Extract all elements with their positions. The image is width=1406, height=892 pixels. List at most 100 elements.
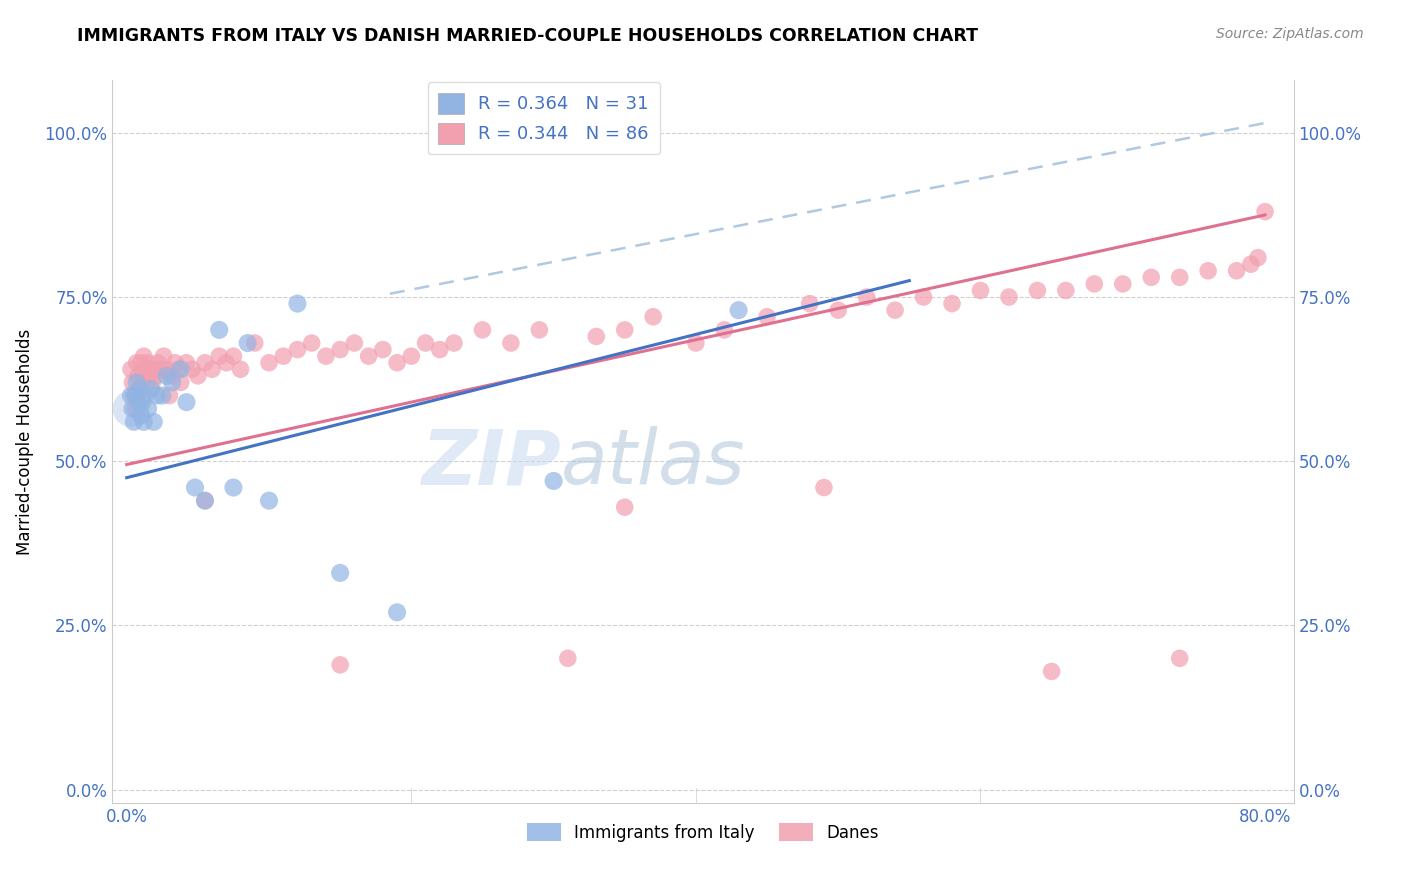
Point bbox=[557, 651, 579, 665]
Point bbox=[315, 349, 337, 363]
Point bbox=[884, 303, 907, 318]
Point bbox=[145, 368, 167, 383]
Point bbox=[855, 290, 877, 304]
Text: atlas: atlas bbox=[561, 426, 745, 500]
Point bbox=[969, 284, 991, 298]
Point bbox=[157, 388, 180, 402]
Point bbox=[121, 401, 143, 416]
Point bbox=[125, 356, 148, 370]
Point bbox=[827, 303, 849, 318]
Point bbox=[128, 382, 150, 396]
Point bbox=[142, 415, 165, 429]
Point bbox=[257, 356, 280, 370]
Point bbox=[727, 303, 749, 318]
Point bbox=[121, 376, 143, 390]
Point bbox=[287, 343, 309, 357]
Point bbox=[1254, 204, 1277, 219]
Point bbox=[129, 356, 152, 370]
Legend: Immigrants from Italy, Danes: Immigrants from Italy, Danes bbox=[520, 817, 886, 848]
Point bbox=[613, 323, 636, 337]
Point bbox=[145, 388, 167, 402]
Point bbox=[1168, 651, 1191, 665]
Point bbox=[1112, 277, 1135, 291]
Point bbox=[443, 336, 465, 351]
Point bbox=[155, 362, 177, 376]
Point bbox=[141, 376, 163, 390]
Point bbox=[184, 481, 207, 495]
Point bbox=[124, 388, 146, 402]
Point bbox=[131, 368, 153, 383]
Point bbox=[357, 349, 380, 363]
Point bbox=[170, 376, 193, 390]
Point bbox=[756, 310, 779, 324]
Point bbox=[139, 382, 162, 396]
Point bbox=[136, 401, 159, 416]
Point bbox=[429, 343, 451, 357]
Point bbox=[122, 415, 145, 429]
Point bbox=[134, 362, 156, 376]
Point bbox=[131, 395, 153, 409]
Point bbox=[201, 362, 224, 376]
Point bbox=[149, 362, 172, 376]
Point bbox=[1026, 284, 1049, 298]
Point bbox=[165, 356, 187, 370]
Point bbox=[415, 336, 437, 351]
Point bbox=[120, 362, 142, 376]
Point bbox=[613, 500, 636, 515]
Point bbox=[176, 356, 198, 370]
Point bbox=[135, 376, 157, 390]
Point bbox=[1168, 270, 1191, 285]
Point bbox=[215, 356, 238, 370]
Point bbox=[120, 388, 142, 402]
Point bbox=[713, 323, 735, 337]
Point bbox=[128, 382, 150, 396]
Point bbox=[222, 481, 245, 495]
Point bbox=[1054, 284, 1077, 298]
Point bbox=[229, 362, 252, 376]
Point bbox=[243, 336, 266, 351]
Point bbox=[194, 493, 217, 508]
Point bbox=[343, 336, 366, 351]
Point bbox=[1197, 264, 1219, 278]
Point bbox=[176, 395, 198, 409]
Point bbox=[529, 323, 551, 337]
Point bbox=[385, 356, 408, 370]
Point bbox=[998, 290, 1021, 304]
Point bbox=[222, 349, 245, 363]
Point bbox=[134, 388, 156, 402]
Point bbox=[371, 343, 394, 357]
Text: ZIP: ZIP bbox=[422, 426, 561, 500]
Point bbox=[142, 362, 165, 376]
Point bbox=[813, 481, 835, 495]
Point bbox=[941, 296, 963, 310]
Point bbox=[138, 368, 160, 383]
Point bbox=[124, 401, 146, 416]
Point bbox=[152, 349, 174, 363]
Point bbox=[1083, 277, 1105, 291]
Point bbox=[132, 349, 155, 363]
Point bbox=[127, 368, 149, 383]
Point bbox=[146, 356, 169, 370]
Point bbox=[155, 368, 177, 383]
Point bbox=[301, 336, 323, 351]
Point bbox=[194, 356, 217, 370]
Point bbox=[162, 376, 184, 390]
Point bbox=[208, 323, 231, 337]
Point bbox=[287, 296, 309, 310]
Point bbox=[194, 493, 217, 508]
Point bbox=[181, 362, 204, 376]
Point bbox=[236, 336, 259, 351]
Y-axis label: Married-couple Households: Married-couple Households bbox=[15, 328, 34, 555]
Point bbox=[329, 657, 352, 672]
Point bbox=[385, 605, 408, 619]
Point bbox=[127, 395, 149, 409]
Point bbox=[257, 493, 280, 508]
Point bbox=[1247, 251, 1270, 265]
Point bbox=[120, 401, 142, 416]
Point bbox=[208, 349, 231, 363]
Point bbox=[585, 329, 607, 343]
Point bbox=[132, 415, 155, 429]
Point bbox=[543, 474, 565, 488]
Point bbox=[401, 349, 423, 363]
Point bbox=[1140, 270, 1163, 285]
